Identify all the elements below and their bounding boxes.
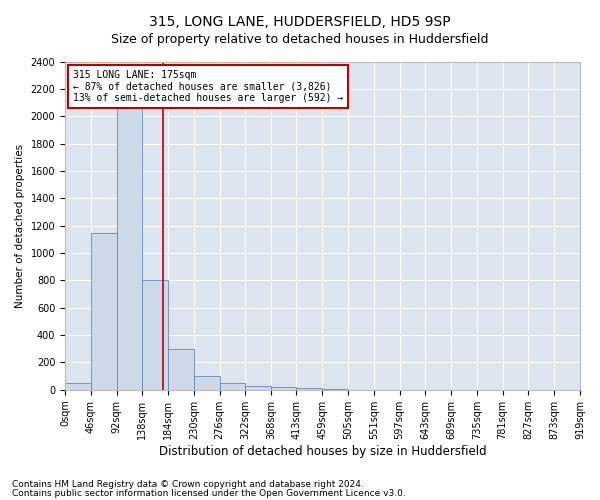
Bar xyxy=(65,383,91,390)
Bar xyxy=(116,89,142,390)
Text: Contains HM Land Registry data © Crown copyright and database right 2024.: Contains HM Land Registry data © Crown c… xyxy=(12,480,364,489)
Bar xyxy=(245,386,271,390)
Bar xyxy=(142,280,168,390)
Bar xyxy=(271,387,296,390)
Bar xyxy=(168,349,194,390)
Text: 315, LONG LANE, HUDDERSFIELD, HD5 9SP: 315, LONG LANE, HUDDERSFIELD, HD5 9SP xyxy=(149,15,451,29)
Bar xyxy=(194,376,220,390)
Y-axis label: Number of detached properties: Number of detached properties xyxy=(15,144,25,308)
Bar xyxy=(296,388,322,390)
Text: 315 LONG LANE: 175sqm
← 87% of detached houses are smaller (3,826)
13% of semi-d: 315 LONG LANE: 175sqm ← 87% of detached … xyxy=(73,70,343,103)
Bar xyxy=(220,383,245,390)
Text: Contains public sector information licensed under the Open Government Licence v3: Contains public sector information licen… xyxy=(12,489,406,498)
X-axis label: Distribution of detached houses by size in Huddersfield: Distribution of detached houses by size … xyxy=(159,444,487,458)
Bar xyxy=(91,232,116,390)
Text: Size of property relative to detached houses in Huddersfield: Size of property relative to detached ho… xyxy=(111,32,489,46)
Bar xyxy=(322,389,348,390)
